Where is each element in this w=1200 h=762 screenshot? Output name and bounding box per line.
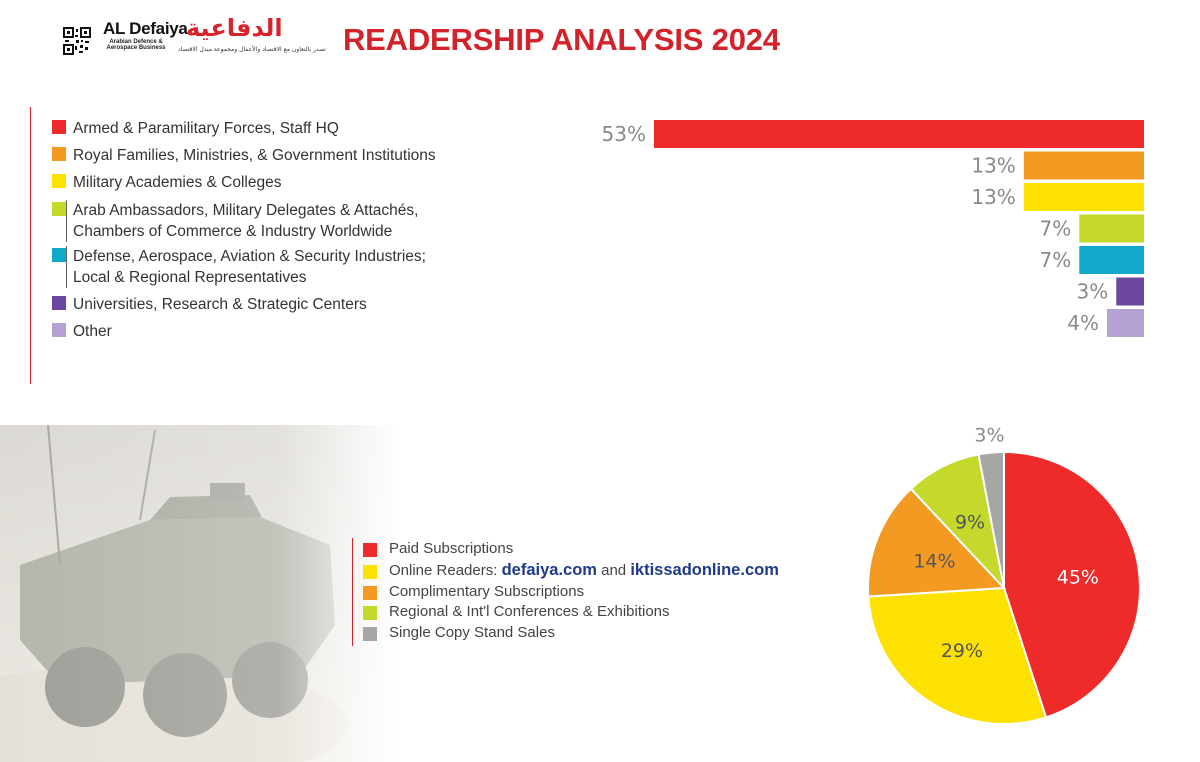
pie-slice: [867, 586, 1048, 725]
bar: [1023, 183, 1144, 211]
legend-label: Defense, Aerospace, Aviation & Security …: [66, 246, 463, 288]
page-title: READERSHIP ANALYSIS 2024: [343, 22, 780, 57]
bar: [1116, 277, 1144, 306]
pie-value-label: 29%: [941, 640, 983, 662]
legend-swatch: [52, 147, 66, 161]
bar-value-label: 3%: [1077, 280, 1109, 304]
legend-item: Complimentary Subscriptions: [363, 583, 584, 600]
bar-value-label: 13%: [971, 185, 1015, 209]
bar-value-label: 7%: [1040, 217, 1072, 241]
legend-label: Complimentary Subscriptions: [389, 583, 585, 600]
legend-item: Paid Subscriptions: [363, 540, 513, 557]
legend-item: Arab Ambassadors, Military Delegates & A…: [52, 200, 463, 242]
legend-swatch: [52, 174, 66, 188]
legend-item: Armed & Paramilitary Forces, Staff HQ: [52, 118, 473, 140]
brand-name-en: AL Defaiya: [103, 19, 188, 38]
legend-label: Military Academies & Colleges: [73, 174, 282, 191]
bar-value-label: 7%: [1040, 248, 1072, 272]
bar: [1023, 151, 1144, 180]
legend-item: Regional & Int'l Conferences & Exhibitio…: [363, 603, 670, 620]
legend-item: Other: [52, 321, 473, 343]
legend-swatch: [363, 564, 377, 579]
legend-label: Universities, Research & Strategic Cente…: [73, 296, 367, 313]
defaiya-link[interactable]: defaiya.com: [501, 561, 597, 579]
bar: [1079, 246, 1144, 274]
pie-slice: [1003, 450, 1141, 719]
legend-label: Royal Families, Ministries, & Government…: [73, 147, 436, 164]
header: AL Defaiya الدفاعية Arabian Defence & Ae…: [0, 0, 1200, 78]
and-text: and: [601, 562, 627, 579]
bar-value-label: 53%: [602, 122, 646, 146]
brand-name-ar: الدفاعية: [186, 14, 283, 42]
pie-value-label: 3%: [974, 425, 1004, 447]
legend-item: Single Copy Stand Sales: [363, 624, 555, 641]
online-readers-label: Online Readers:: [389, 562, 498, 579]
pie-value-label: 9%: [955, 511, 985, 533]
legend-item: Royal Families, Ministries, & Government…: [52, 145, 473, 167]
pie-value-label: 45%: [1057, 566, 1099, 588]
legend-item: Universities, Research & Strategic Cente…: [52, 294, 473, 316]
iktissadonline-link[interactable]: iktissadonline.com: [630, 561, 779, 579]
armored-vehicle-photo: [0, 425, 400, 762]
legend-label: Arab Ambassadors, Military Delegates & A…: [66, 200, 463, 242]
legend-label: Armed & Paramilitary Forces, Staff HQ: [73, 120, 339, 137]
legend-label: Single Copy Stand Sales: [389, 624, 555, 641]
legend-label: Paid Subscriptions: [389, 540, 514, 557]
legend-item: Defense, Aerospace, Aviation & Security …: [52, 246, 463, 288]
pie-chart-legend: Paid Subscriptions Online Readers: defai…: [352, 538, 779, 646]
legend-swatch: [52, 323, 66, 337]
brand-subtitle: Arabian Defence & Aerospace Business: [106, 39, 166, 51]
legend-swatch: [52, 120, 66, 134]
legend-label: Other: [73, 323, 112, 340]
legend-swatch: [52, 296, 66, 310]
qr-code-icon: [63, 27, 91, 55]
brand-tagline: تصدر بالتعاون مع الاقتصاد والأعمال ومجمو…: [178, 46, 326, 53]
pie-slice: [977, 450, 1005, 589]
legend-swatch: [363, 605, 377, 620]
legend-label-online: Online Readers: defaiya.com and iktissad…: [377, 561, 779, 580]
pie-slice: [867, 487, 1007, 598]
legend-swatch: [363, 542, 377, 557]
pie-value-label: 14%: [913, 550, 955, 572]
bar-value-label: 13%: [971, 154, 1015, 178]
legend-swatch: [52, 202, 66, 216]
bar-value-label: 4%: [1067, 311, 1099, 335]
legend-swatch: [52, 248, 66, 262]
bar: [654, 120, 1144, 148]
bar: [1079, 214, 1144, 243]
legend-swatch: [363, 585, 377, 600]
legend-item: Online Readers: defaiya.com and iktissad…: [363, 561, 779, 580]
legend-swatch: [363, 626, 377, 641]
bar: [1107, 309, 1144, 337]
legend-label: Regional & Int'l Conferences & Exhibitio…: [389, 603, 670, 620]
bar-chart-legend: Armed & Paramilitary Forces, Staff HQ Ro…: [30, 107, 491, 384]
legend-item: Military Academies & Colleges: [52, 172, 473, 194]
